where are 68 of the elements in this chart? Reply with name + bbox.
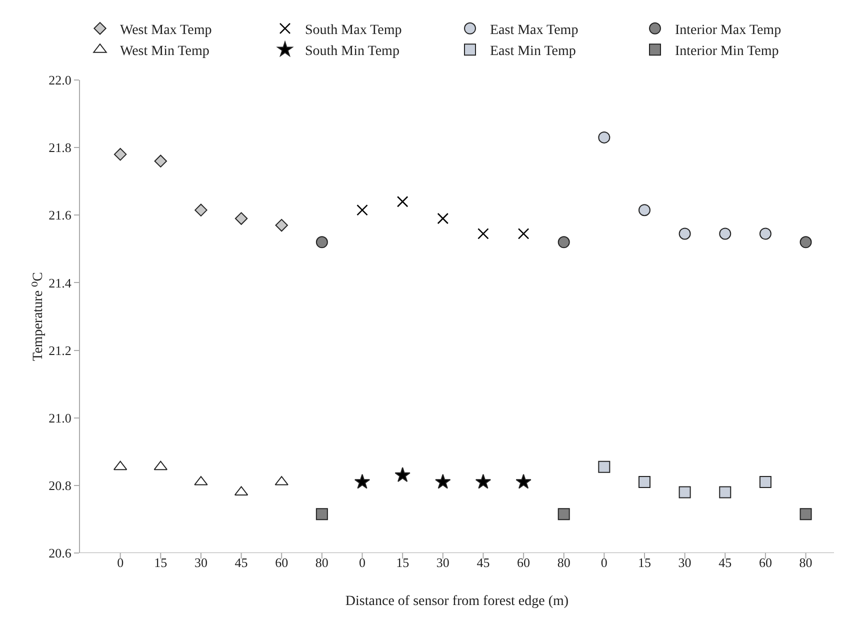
point xyxy=(678,486,691,498)
point xyxy=(516,474,532,489)
point xyxy=(759,228,772,240)
x-tick-label: 15 xyxy=(396,555,410,570)
point xyxy=(356,204,368,216)
point xyxy=(478,228,489,240)
x-tick-label: 45 xyxy=(718,555,732,570)
legend-label: East Max Temp xyxy=(490,22,578,38)
y-tick-label: 21.4 xyxy=(48,275,72,290)
legend-label: South Max Temp xyxy=(305,22,402,38)
legend-label: West Min Temp xyxy=(120,44,210,60)
x-tick-label: 45 xyxy=(476,555,490,570)
x-axis-title: Distance of sensor from forest edge (m) xyxy=(345,594,569,609)
point xyxy=(598,460,610,473)
x-tick-label: 80 xyxy=(799,555,812,570)
point xyxy=(437,212,449,224)
point xyxy=(154,154,167,168)
point xyxy=(435,474,451,489)
x-tick-label: 45 xyxy=(234,555,248,570)
point xyxy=(719,228,732,240)
point xyxy=(194,204,208,216)
x-tick-label: 15 xyxy=(638,555,651,570)
y-tick-label: 21.2 xyxy=(48,342,72,358)
x-tick-label: 15 xyxy=(154,555,168,570)
point xyxy=(638,476,650,488)
legend-label: West Max Temp xyxy=(120,22,212,38)
point xyxy=(598,131,610,144)
point xyxy=(316,236,328,248)
point xyxy=(558,236,570,248)
point xyxy=(234,212,248,225)
point xyxy=(518,228,530,240)
point xyxy=(114,148,127,161)
point xyxy=(719,486,732,498)
x-tick-label: 30 xyxy=(194,555,208,570)
x-tick-label: 60 xyxy=(758,555,772,570)
legend-label: Interior Max Temp xyxy=(675,22,782,38)
point xyxy=(475,474,492,489)
y-tick-label: 20.6 xyxy=(48,546,72,561)
point xyxy=(396,196,408,208)
point xyxy=(394,467,410,482)
legend-label: Interior Min Temp xyxy=(675,44,779,60)
legend-label: South Min Temp xyxy=(305,44,400,60)
x-tick-label: 30 xyxy=(678,555,692,570)
point xyxy=(558,508,570,520)
y-axis-title: Temperature ⁰C xyxy=(31,272,46,361)
x-tick-label: 0 xyxy=(359,555,366,570)
y-tick-label: 21.0 xyxy=(48,410,72,426)
x-tick-label: 80 xyxy=(557,555,570,570)
point xyxy=(638,204,650,216)
y-tick-label: 21.6 xyxy=(48,208,72,223)
point xyxy=(354,474,370,489)
point xyxy=(154,460,168,470)
point xyxy=(800,236,812,248)
point xyxy=(800,508,812,520)
x-tick-label: 80 xyxy=(315,555,328,570)
point xyxy=(316,508,328,520)
y-tick-label: 21.8 xyxy=(48,140,72,156)
y-tick-label: 22.0 xyxy=(48,72,72,88)
point xyxy=(759,476,772,488)
x-tick-label: 0 xyxy=(117,555,124,570)
y-tick-label: 20.8 xyxy=(48,478,72,493)
legend-label: East Min Temp xyxy=(490,44,576,60)
x-tick-label: 0 xyxy=(600,555,608,570)
point xyxy=(275,218,288,232)
x-tick-label: 60 xyxy=(275,555,288,570)
x-tick-label: 30 xyxy=(436,555,450,570)
point xyxy=(678,228,691,240)
x-tick-label: 60 xyxy=(517,555,530,570)
